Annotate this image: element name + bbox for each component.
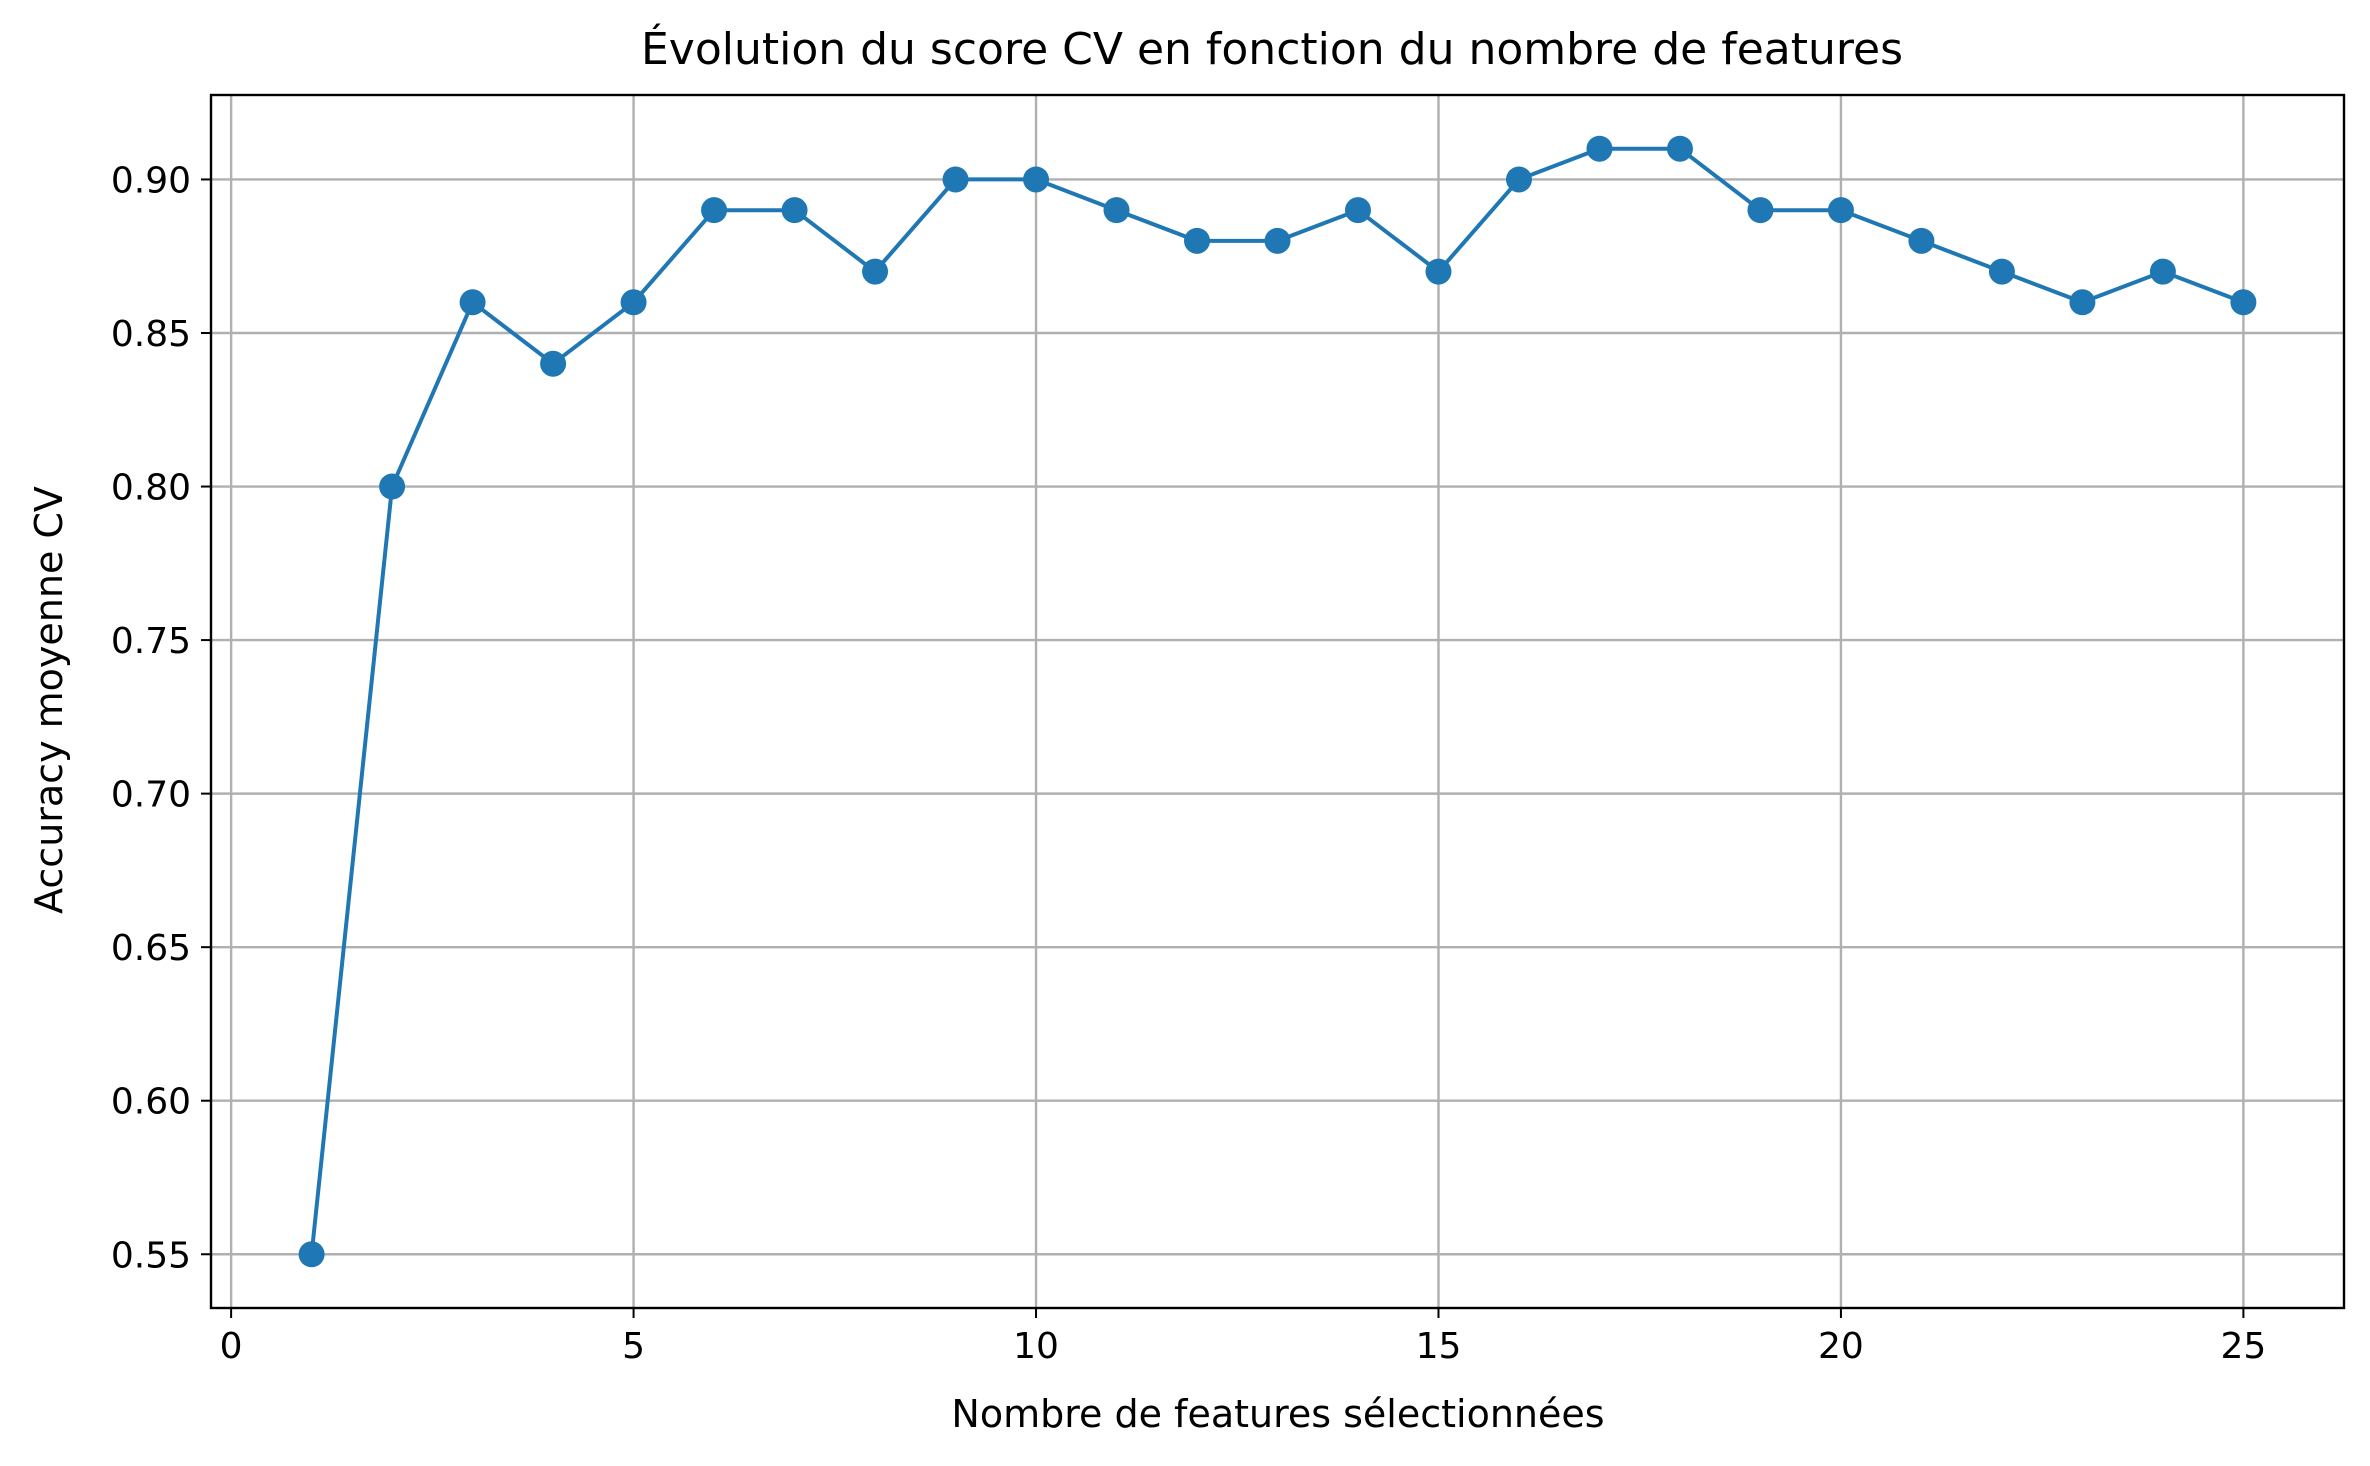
y-tick-label: 0.70	[111, 775, 191, 816]
data-point	[862, 258, 889, 285]
axis-ticks: 0 5 10 15 20 25 0.55 0.60 0.65 0.70 0.75 0.80 0.85 0.…	[111, 160, 2266, 1367]
y-tick-label: 0.75	[111, 621, 191, 662]
data-point	[942, 166, 969, 193]
data-point	[379, 473, 406, 500]
x-axis-label: Nombre de features sélectionnées	[951, 1392, 1604, 1436]
data-point	[701, 197, 728, 224]
x-tick-label: 20	[1818, 1326, 1864, 1367]
x-tick-label: 0	[220, 1326, 243, 1367]
data-point	[1425, 258, 1452, 285]
y-tick-label: 0.85	[111, 314, 191, 355]
x-tick-label: 15	[1416, 1326, 1462, 1367]
grid	[211, 95, 2344, 1308]
y-tick-label: 0.55	[111, 1235, 191, 1276]
data-point	[540, 350, 567, 377]
data-point	[620, 289, 647, 316]
data-point	[1827, 197, 1854, 224]
data-point	[1666, 135, 1693, 162]
y-axis-label: Accuracy moyenne CV	[27, 486, 71, 914]
y-tick-label: 0.60	[111, 1082, 191, 1123]
data-series	[298, 135, 2257, 1268]
y-tick-label: 0.65	[111, 928, 191, 969]
series-line	[309, 146, 2245, 1255]
data-point	[1184, 227, 1211, 254]
data-point	[1586, 135, 1613, 162]
chart-title: Évolution du score CV en fonction du nom…	[641, 22, 1903, 75]
y-tick-label: 0.80	[111, 468, 191, 509]
x-tick-label: 10	[1013, 1326, 1059, 1367]
data-point	[459, 289, 486, 316]
plot-frame	[209, 93, 2346, 1310]
data-point	[1908, 227, 1935, 254]
data-point	[2069, 289, 2096, 316]
data-point	[781, 197, 808, 224]
y-tick-label: 0.90	[111, 160, 191, 201]
x-tick-label: 25	[2220, 1326, 2266, 1367]
x-tick-label: 5	[622, 1326, 645, 1367]
data-point	[1988, 258, 2015, 285]
data-point	[1344, 197, 1371, 224]
data-point	[1023, 166, 1050, 193]
data-point	[1747, 197, 1774, 224]
data-point	[298, 1241, 325, 1268]
data-point	[2149, 258, 2176, 285]
data-point	[1103, 197, 1130, 224]
data-point	[2230, 289, 2257, 316]
data-point	[1264, 227, 1291, 254]
data-point	[1505, 166, 1532, 193]
